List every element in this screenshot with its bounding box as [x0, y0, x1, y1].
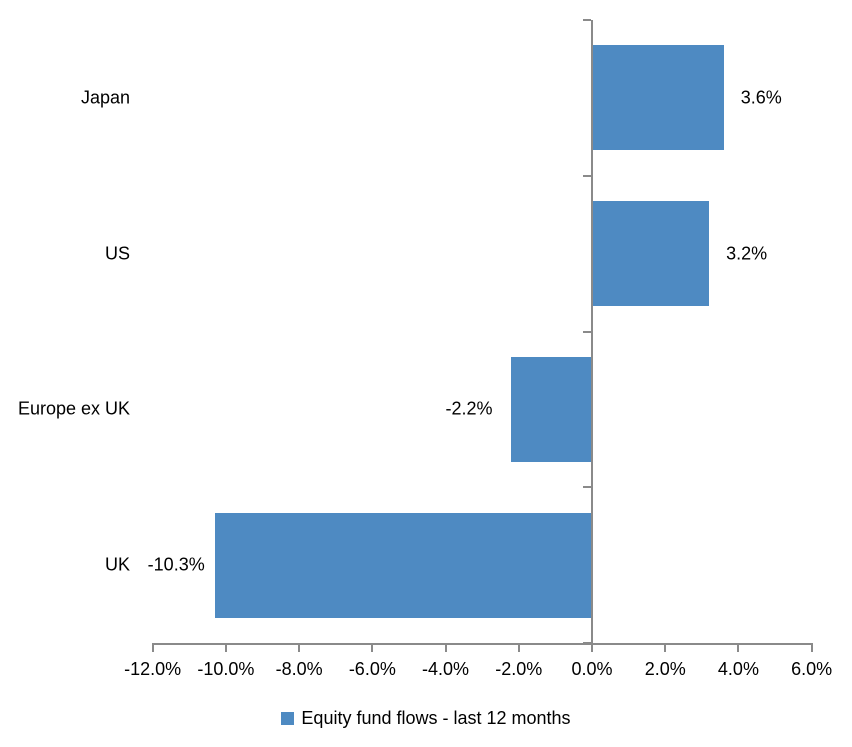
x-tick-label: 0.0%: [571, 659, 613, 679]
x-tick-label: -10.0%: [197, 659, 255, 679]
value-label: 3.6%: [740, 87, 782, 108]
x-tick-label: -4.0%: [422, 659, 470, 679]
legend: Equity fund flows - last 12 months: [0, 708, 852, 729]
x-tick: [810, 643, 813, 652]
x-tick-label: -2.0%: [495, 659, 543, 679]
x-tick: [224, 643, 227, 652]
y-tick: [583, 486, 591, 489]
bar: [214, 512, 592, 618]
x-tick-label: -6.0%: [348, 659, 396, 679]
x-tick: [444, 643, 447, 652]
category-label: Europe ex UK: [17, 398, 130, 419]
category-label: US: [104, 243, 130, 264]
x-tick: [737, 643, 740, 652]
category-label: Japan: [80, 87, 130, 108]
y-tick: [583, 19, 591, 21]
x-tick: [591, 643, 593, 652]
legend-swatch-icon: [281, 712, 295, 725]
y-tick: [583, 174, 591, 177]
x-tick: [151, 643, 154, 652]
value-label: -10.3%: [147, 554, 205, 575]
x-tick: [371, 643, 374, 652]
x-tick-label: -12.0%: [124, 659, 182, 679]
x-tick-label: 2.0%: [644, 659, 686, 679]
value-label: 3.2%: [726, 243, 768, 264]
y-axis-line: [591, 20, 593, 643]
x-tick-label: 4.0%: [717, 659, 759, 679]
value-label: -2.2%: [445, 398, 493, 419]
x-axis-line: [151, 643, 813, 645]
bar: [592, 201, 710, 307]
x-tick: [298, 643, 301, 652]
legend-label: Equity fund flows - last 12 months: [301, 708, 571, 728]
category-label: UK: [104, 554, 130, 575]
x-tick-label: 6.0%: [791, 659, 833, 679]
bar: [592, 45, 724, 151]
x-tick: [664, 643, 667, 652]
bar: [511, 356, 592, 462]
x-tick-label: -8.0%: [275, 659, 323, 679]
x-tick: [517, 643, 520, 652]
y-tick: [583, 330, 591, 333]
